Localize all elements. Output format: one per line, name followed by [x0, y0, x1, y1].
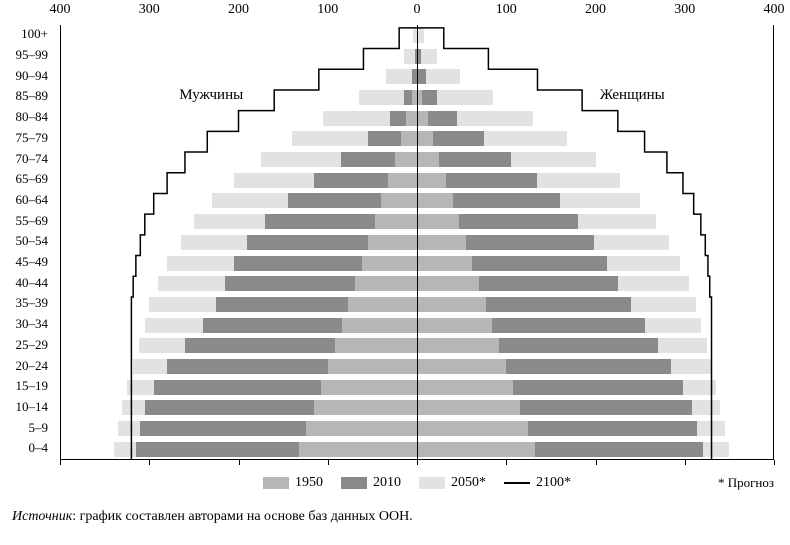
y-label: 30–34 — [0, 316, 48, 332]
bar-male-s1950 — [375, 214, 417, 229]
legend: 1950 2010 2050* 2100* * Прогноз — [60, 475, 774, 491]
y-label: 35–39 — [0, 295, 48, 311]
bar-female-s1950 — [417, 235, 466, 250]
bar-female-s1950 — [417, 318, 492, 333]
y-label: 25–29 — [0, 337, 48, 353]
bar-male-s1950 — [362, 256, 417, 271]
bar-male-s1950 — [395, 152, 417, 167]
bar-female-s2010 — [417, 69, 426, 84]
y-label: 90–94 — [0, 68, 48, 84]
y-label: 60–64 — [0, 192, 48, 208]
y-label: 55–69 — [0, 213, 48, 229]
y-label: 20–24 — [0, 358, 48, 374]
x-tick-mark — [685, 460, 686, 465]
y-label: 85–89 — [0, 88, 48, 104]
legend-label: 2010 — [373, 475, 401, 491]
x-axis-top: 4003002001000100200300400 — [60, 2, 774, 20]
x-tick-label: 300 — [139, 2, 160, 18]
y-label: 10–14 — [0, 399, 48, 415]
source-label: Источник — [12, 509, 72, 524]
bar-female-s1950 — [417, 111, 428, 126]
x-tick-label: 200 — [585, 2, 606, 18]
x-tick-label: 0 — [414, 2, 421, 18]
legend-label: 1950 — [295, 475, 323, 491]
x-tick-label: 300 — [674, 2, 695, 18]
legend-swatch — [419, 477, 445, 489]
male-label: Мужчины — [179, 87, 243, 104]
y-label: 0–4 — [0, 440, 48, 456]
bar-female-s1950 — [417, 400, 520, 415]
legend-line — [504, 482, 530, 484]
y-axis-labels: 100+ 95–99 90–94 85–89 80–84 75–79 70–74 65–69 6… — [0, 24, 54, 459]
x-tick-mark — [149, 460, 150, 465]
y-label: 75–79 — [0, 130, 48, 146]
x-tick-label: 200 — [228, 2, 249, 18]
bar-female-s2050 — [417, 28, 424, 43]
y-label: 45–49 — [0, 254, 48, 270]
y-label: 70–74 — [0, 151, 48, 167]
x-tick-mark — [506, 460, 507, 465]
x-tick-mark — [239, 460, 240, 465]
bar-female-s1950 — [417, 338, 499, 353]
bar-male-s1950 — [348, 297, 417, 312]
legend-item: 1950 — [263, 475, 323, 491]
legend-item: 2100* — [504, 475, 571, 491]
bar-male-s1950 — [355, 276, 417, 291]
x-tick-mark — [328, 460, 329, 465]
legend-item: 2010 — [341, 475, 401, 491]
legend-label: 2050* — [451, 475, 486, 491]
bar-male-s1950 — [388, 173, 417, 188]
source-text: : график составлен авторами на основе ба… — [72, 509, 413, 524]
bar-female-s1950 — [417, 297, 486, 312]
legend-swatch — [341, 477, 367, 489]
x-tick-label: 400 — [764, 2, 785, 18]
bar-male-s1950 — [321, 380, 417, 395]
bar-male-s1950 — [406, 111, 417, 126]
female-label: Женщины — [600, 87, 665, 104]
source-line: Источник: график составлен авторами на о… — [12, 509, 413, 525]
y-label: 100+ — [0, 26, 48, 42]
bar-male-s1950 — [314, 400, 417, 415]
legend-swatch — [263, 477, 289, 489]
legend-label: 2100* — [536, 475, 571, 491]
bar-female-s1950 — [417, 276, 479, 291]
y-label: 15–19 — [0, 378, 48, 394]
bar-female-s1950 — [417, 173, 446, 188]
x-tick-mark — [417, 460, 418, 465]
bar-female-s1950 — [417, 193, 453, 208]
y-label: 65–69 — [0, 171, 48, 187]
bar-male-s1950 — [328, 359, 417, 374]
x-tick-mark — [596, 460, 597, 465]
x-tick-mark — [774, 460, 775, 465]
pyramid-chart: 400 300 200 100 0 100 200 300 400 Мужчины Женщин… — [0, 0, 790, 545]
x-tick-label: 100 — [317, 2, 338, 18]
bar-male-s1950 — [401, 131, 417, 146]
bar-female-s1950 — [417, 152, 439, 167]
forecast-note: * Прогноз — [718, 475, 774, 491]
x-tick-mark — [60, 460, 61, 465]
bar-female-s1950 — [417, 421, 528, 436]
bar-female-s1950 — [417, 214, 459, 229]
y-label: 80–84 — [0, 109, 48, 125]
bar-male-s1950 — [299, 442, 417, 457]
bar-male-s1950 — [381, 193, 417, 208]
bar-female-s1950 — [417, 256, 472, 271]
legend-item: 2050* — [419, 475, 486, 491]
x-tick-label: 400 — [50, 2, 71, 18]
center-axis — [417, 25, 418, 460]
y-label: 5–9 — [0, 420, 48, 436]
bar-male-s1950 — [368, 235, 417, 250]
bar-female-s1950 — [417, 442, 535, 457]
bar-female-s1950 — [417, 131, 433, 146]
y-label: 40–44 — [0, 275, 48, 291]
x-tick-label: 100 — [496, 2, 517, 18]
bar-male-s1950 — [335, 338, 417, 353]
bar-female-s1950 — [417, 380, 513, 395]
bar-male-s1950 — [342, 318, 417, 333]
plot-area: Мужчины Женщины — [60, 24, 774, 460]
bar-male-s1950 — [306, 421, 417, 436]
bar-female-s1950 — [417, 359, 506, 374]
y-label: 50–54 — [0, 233, 48, 249]
y-label: 95–99 — [0, 47, 48, 63]
